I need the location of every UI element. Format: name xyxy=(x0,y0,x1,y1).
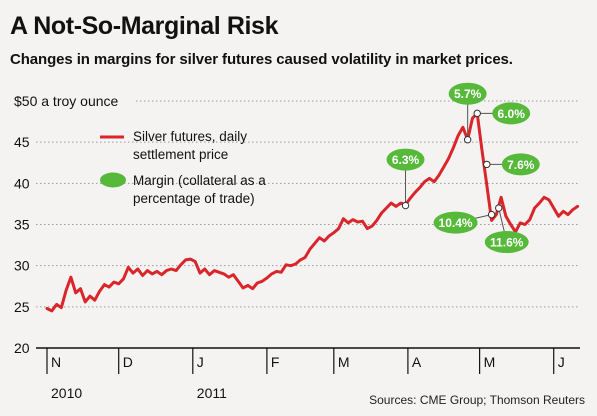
year-label: 2010 xyxy=(51,385,82,401)
month-label: J xyxy=(197,354,204,370)
chart-subtitle: Changes in margins for silver futures ca… xyxy=(10,51,513,68)
y-tick-label: 30 xyxy=(14,258,30,274)
margin-bubble xyxy=(492,102,531,125)
margin-bubble xyxy=(433,211,478,234)
margin-bubble xyxy=(484,231,529,254)
annotation-marker xyxy=(401,201,410,210)
margin-annotations: 6.3% 5.7% 6.0% 7.6% 10.4% 11.6% xyxy=(386,82,540,254)
margin-bubble-label: 6.3% xyxy=(392,153,420,167)
series-layer xyxy=(45,111,580,313)
month-label: M xyxy=(338,354,350,370)
y-tick-label: $50 a troy ounce xyxy=(14,93,119,109)
y-tick-label: 20 xyxy=(14,340,30,356)
annotation-marker xyxy=(483,160,491,169)
chart-title: A Not-So-Marginal Risk xyxy=(10,12,279,40)
y-tick-label: 35 xyxy=(14,217,30,233)
legend-label: Margin (collateral as a xyxy=(133,173,266,188)
margin-bubble xyxy=(501,153,540,176)
annotation-marker xyxy=(487,210,496,219)
legend-label: settlement price xyxy=(133,147,228,162)
y-tick-label: 25 xyxy=(14,299,30,315)
margin-bubble-label: 6.0% xyxy=(498,107,526,121)
legend-bubble-swatch xyxy=(100,172,126,188)
grid-layer xyxy=(36,100,580,349)
source-note: Sources: CME Group; Thomson Reuters xyxy=(369,393,585,407)
month-label: A xyxy=(412,354,422,370)
legend-label: Silver futures, daily xyxy=(133,129,247,144)
margin-bubble-label: 10.4% xyxy=(439,216,473,230)
margin-bubble-label: 11.6% xyxy=(490,236,524,250)
margin-bubble xyxy=(448,82,487,105)
margin-bubble-label: 5.7% xyxy=(454,87,482,101)
month-label: D xyxy=(123,354,133,370)
month-label: F xyxy=(271,354,280,370)
annotation-marker xyxy=(495,204,503,212)
axis-layer: $50 a troy ounce 45 40 35 30 25 20 N D J F M A M J 2010… xyxy=(14,93,565,401)
annotation-marker xyxy=(463,135,472,144)
margin-bubble xyxy=(386,148,425,171)
month-label: N xyxy=(51,354,61,370)
margin-bubble-label: 7.6% xyxy=(507,158,535,172)
month-label: J xyxy=(558,354,565,370)
y-tick-label: 45 xyxy=(14,134,30,150)
annotation-marker xyxy=(473,109,481,118)
month-label: M xyxy=(484,354,496,370)
y-tick-label: 40 xyxy=(14,175,30,191)
legend-label: percentage of trade) xyxy=(133,191,255,206)
legend: Silver futures, daily settlement price Mar… xyxy=(100,129,266,206)
silver-price-line xyxy=(45,111,580,313)
year-label: 2011 xyxy=(197,385,227,401)
